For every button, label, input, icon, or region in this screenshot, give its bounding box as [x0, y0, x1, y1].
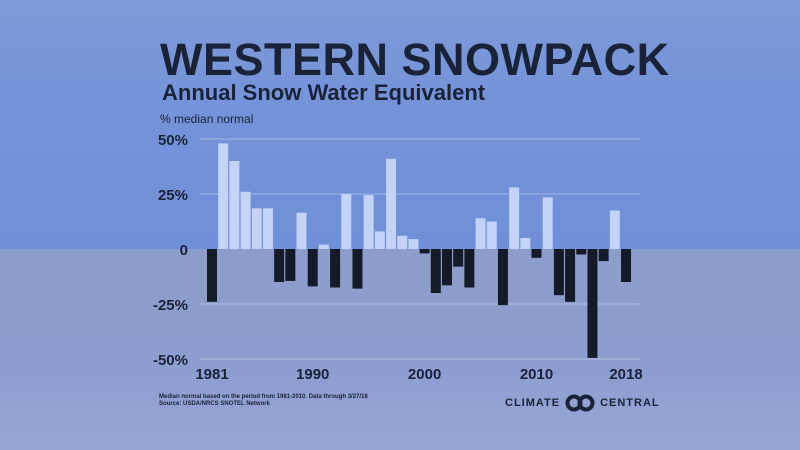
bar-1983: [229, 161, 240, 249]
snow-forest-region: [0, 249, 800, 450]
y-tick-label: 50%: [158, 132, 188, 149]
y-tick-label: 0: [180, 242, 188, 259]
bar-1990: [307, 249, 318, 287]
x-tick-label: 2010: [520, 366, 553, 383]
bar-1999: [408, 239, 419, 249]
bar-2015: [587, 249, 598, 358]
bar-1985: [251, 208, 262, 249]
bar-1996: [374, 231, 385, 249]
x-tick-label: 2000: [408, 366, 441, 383]
bar-2007: [497, 249, 508, 306]
climate-central-logo: CLIMATE CENTRAL: [505, 394, 660, 412]
bar-1992: [330, 249, 341, 288]
sky-mountain-region: [0, 0, 800, 249]
bar-2000: [419, 249, 430, 254]
bar-2009: [520, 238, 531, 249]
footnote-source: Source: USDA/NRCS SNOTEL Network: [159, 401, 270, 407]
bar-2012: [553, 249, 564, 296]
bar-2010: [531, 249, 542, 258]
logo-text-left: CLIMATE: [505, 397, 561, 409]
logo-text-right: CENTRAL: [600, 397, 660, 409]
bar-2001: [430, 249, 441, 293]
y-tick-label: 25%: [158, 187, 188, 204]
bar-1994: [352, 249, 363, 289]
bar-2011: [542, 197, 553, 249]
bar-1989: [296, 212, 307, 249]
bar-1993: [341, 194, 352, 249]
y-tick-label: -50%: [153, 352, 188, 369]
y-tick-label: -25%: [153, 297, 188, 314]
bar-1986: [262, 208, 273, 249]
bar-1997: [386, 158, 397, 249]
bar-2008: [509, 187, 520, 249]
bar-2016: [598, 249, 609, 262]
bar-1981: [207, 249, 217, 302]
bar-2005: [475, 218, 486, 249]
x-tick-label: 1990: [296, 366, 329, 383]
bar-2006: [486, 221, 497, 249]
bar-1991: [318, 244, 329, 249]
bar-2002: [441, 249, 452, 286]
bar-2014: [576, 249, 587, 255]
y-axis-label: % median normal: [160, 112, 254, 126]
x-tick-label: 1981: [195, 366, 228, 383]
bar-2017: [609, 210, 620, 249]
logo-rings-icon: [565, 394, 595, 412]
bar-1982: [218, 143, 229, 249]
x-tick-label: 2018: [609, 366, 642, 383]
bar-1995: [363, 195, 374, 249]
chart-subtitle: Annual Snow Water Equivalent: [162, 80, 486, 105]
bar-1988: [285, 249, 296, 281]
bar-2003: [453, 249, 464, 267]
bar-2018: [621, 249, 632, 282]
bar-2004: [464, 249, 475, 288]
chart-title: WESTERN SNOWPACK: [160, 34, 670, 85]
bar-2013: [565, 249, 576, 302]
footnote-median: Median normal based on the period from 1…: [159, 394, 368, 400]
bar-1998: [397, 235, 408, 249]
bar-1987: [274, 249, 285, 282]
bar-1984: [240, 191, 251, 249]
